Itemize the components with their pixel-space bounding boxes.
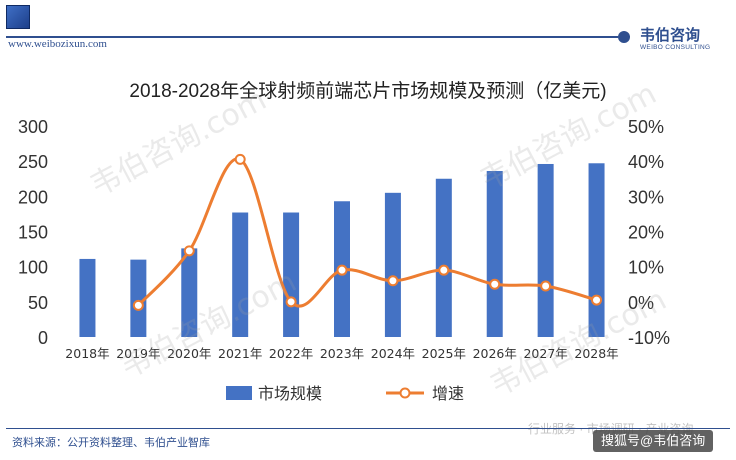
x-tick-label: 2018年 [65,346,109,361]
y-tick-label-left: 0 [38,328,48,348]
y-tick-label-left: 100 [18,258,48,278]
legend-swatch-marker [399,387,411,399]
x-tick-label: 2020年 [167,346,211,361]
y-tick-label-right: -10% [628,328,670,348]
bar [435,178,452,337]
y-tick-label-left: 300 [18,117,48,137]
growth-point [132,299,144,311]
legend-label-line: 增速 [432,384,464,403]
growth-point [336,264,348,276]
y-tick-label-right: 0% [628,293,654,313]
growth-point [489,278,501,290]
y-tick-label-left: 250 [18,152,48,172]
x-tick-label: 2023年 [320,346,364,361]
brand-globe-icon [618,31,630,43]
growth-point [234,153,246,165]
y-tick-label-left: 50 [28,293,48,313]
x-tick-label: 2022年 [269,346,313,361]
y-tick-label-left: 200 [18,187,48,207]
x-tick-label: 2026年 [473,346,517,361]
growth-point [285,296,297,308]
y-tick-label-right: 50% [628,117,664,137]
bar [588,163,605,337]
growth-line [137,157,597,308]
x-tick-label: 2019年 [116,346,160,361]
legend-label-bar: 市场规模 [258,384,322,403]
x-tick-label: 2021年 [218,346,262,361]
bar [181,248,198,337]
bar [486,171,503,337]
bar [384,192,401,337]
y-tick-label-right: 20% [628,223,664,243]
y-tick-label-right: 40% [628,152,664,172]
growth-point [540,280,552,292]
bar [283,212,300,337]
growth-point [387,275,399,287]
brand-name-en: WEIBO CONSULTING [640,44,711,51]
x-tick-label: 2028年 [574,346,618,361]
corner-logo-icon [6,5,30,29]
growth-point [438,264,450,276]
y-tick-label-right: 30% [628,187,664,207]
bar [232,212,249,337]
source-note: 资料来源：公开资料整理、韦伯产业智库 [12,437,210,449]
x-tick-label: 2027年 [523,346,567,361]
bar [79,258,96,337]
legend-swatch-bar [226,386,252,400]
sohu-badge: 搜狐号@韦伯咨询 [593,430,714,452]
brand-name: 韦伯咨询 [640,26,701,44]
chart-title: 2018-2028年全球射频前端芯片市场规模及预测（亿美元) [129,81,607,102]
growth-point [591,294,603,306]
x-tick-label: 2024年 [371,346,415,361]
y-tick-label-left: 150 [18,223,48,243]
x-tick-label: 2025年 [422,346,466,361]
growth-point [183,245,195,257]
header-rule [6,36,618,38]
bar [537,163,554,337]
bar [130,259,147,337]
site-url[interactable]: www.weibozixun.com [8,38,107,50]
y-tick-label-right: 10% [628,258,664,278]
footer-rule [6,428,730,429]
